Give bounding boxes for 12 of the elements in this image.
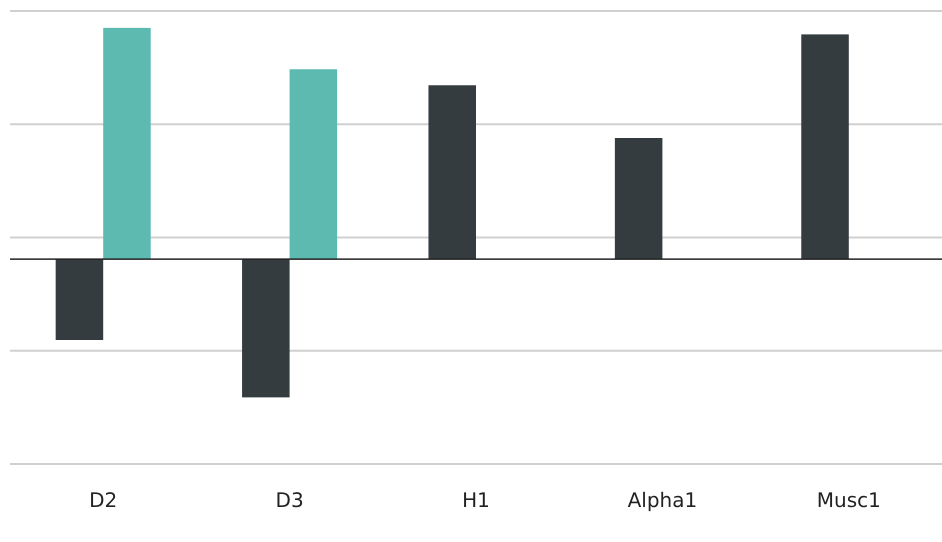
bar	[614, 138, 662, 260]
bar	[103, 28, 151, 260]
bar	[801, 34, 849, 260]
x-tick-label: D2	[89, 488, 118, 512]
x-tick-label: D3	[276, 488, 304, 512]
bar	[428, 85, 476, 260]
bar	[56, 259, 104, 340]
bar	[242, 259, 290, 398]
bar	[290, 69, 338, 260]
x-tick-label: Alpha1	[628, 488, 698, 512]
x-tick-label: H1	[462, 488, 490, 512]
x-tick-label: Musc1	[816, 488, 881, 512]
